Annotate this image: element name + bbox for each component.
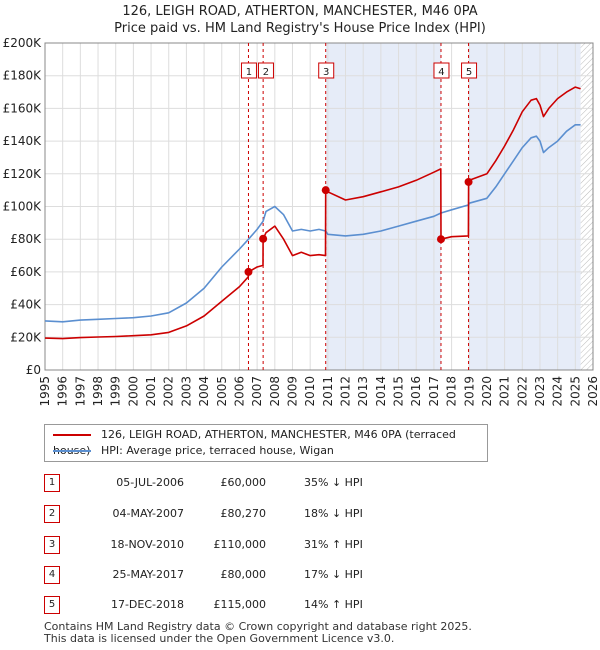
x-tick-label: 2016	[409, 376, 423, 407]
x-tick-label: 2025	[568, 376, 582, 407]
footer-license: This data is licensed under the Open Gov…	[44, 632, 395, 645]
y-tick-label: £40K	[10, 298, 42, 312]
transaction-price: £80,000	[220, 568, 267, 581]
x-tick-label: 2013	[356, 376, 370, 407]
x-tick-label: 2003	[179, 376, 193, 407]
transaction-hpi: 31% ↑ HPI	[304, 538, 363, 551]
transaction-number: 3	[44, 536, 60, 554]
sale-label: 4	[438, 67, 444, 78]
transaction-number: 5	[44, 596, 60, 614]
x-tick-label: 2018	[445, 376, 459, 407]
transaction-date: 25-MAY-2017	[112, 568, 184, 581]
y-tick-label: £180K	[3, 69, 43, 83]
legend-item-property: 126, LEIGH ROAD, ATHERTON, MANCHESTER, M…	[53, 427, 487, 457]
x-tick-label: 2007	[250, 376, 264, 407]
transaction-number: 1	[44, 474, 60, 492]
x-tick-label: 2004	[197, 376, 211, 407]
sale-label: 5	[466, 67, 472, 78]
x-tick-label: 2012	[339, 376, 353, 407]
y-tick-label: £140K	[3, 134, 43, 148]
transaction-date: 05-JUL-2006	[116, 476, 184, 489]
transaction-number: 2	[44, 505, 60, 523]
y-tick-label: £120K	[3, 167, 43, 181]
x-tick-label: 2002	[162, 376, 176, 407]
x-tick-label: 1997	[73, 376, 87, 407]
legend-swatch-hpi	[53, 450, 91, 452]
chart-title: 126, LEIGH ROAD, ATHERTON, MANCHESTER, M…	[122, 4, 478, 19]
x-tick-label: 2015	[392, 376, 406, 407]
x-tick-label: 2011	[321, 376, 335, 407]
sale-point	[436, 235, 445, 244]
transaction-number: 4	[44, 566, 60, 584]
x-tick-label: 2005	[215, 376, 229, 407]
y-tick-label: £100K	[3, 200, 43, 214]
y-tick-label: £0	[26, 363, 41, 377]
transaction-date: 18-NOV-2010	[110, 538, 184, 551]
x-tick-label: 2009	[285, 376, 299, 407]
x-tick-label: 2000	[126, 376, 140, 407]
x-tick-label: 2022	[515, 376, 529, 407]
transaction-price: £110,000	[213, 538, 267, 551]
x-tick-label: 2021	[498, 376, 512, 407]
y-tick-label: £160K	[3, 101, 43, 115]
legend-item-hpi: HPI: Average price, terraced house, Wiga…	[53, 443, 334, 459]
price-chart: £0 £20K £40K £60K £80K £100K £120K £140K £160K £1…	[3, 36, 600, 407]
x-tick-label: 1999	[109, 376, 123, 407]
sale-point	[321, 186, 330, 195]
x-tick-label: 2017	[427, 376, 441, 407]
x-tick-label: 2019	[462, 376, 476, 407]
transaction-date: 04-MAY-2007	[112, 507, 184, 520]
transaction-hpi: 18% ↓ HPI	[304, 507, 363, 520]
chart-subtitle: Price paid vs. HM Land Registry's House …	[114, 21, 486, 36]
transaction-price: £80,270	[220, 507, 267, 520]
transaction-price: £60,000	[220, 476, 267, 489]
x-tick-label: 1995	[38, 376, 52, 407]
transaction-date: 17-DEC-2018	[110, 598, 184, 611]
sale-label: 1	[246, 67, 252, 78]
sale-point	[464, 177, 473, 186]
transaction-hpi: 35% ↓ HPI	[304, 476, 363, 489]
x-tick-label: 2014	[374, 376, 388, 407]
sale-label-box	[461, 62, 478, 79]
sale-label-box	[318, 62, 335, 79]
transaction-price: £115,000	[213, 598, 267, 611]
x-tick-label: 1996	[56, 376, 70, 407]
hpi-line	[44, 124, 581, 323]
footer-copyright: Contains HM Land Registry data © Crown c…	[44, 620, 472, 633]
y-tick-label: £200K	[3, 36, 43, 50]
x-tick-label: 2001	[144, 376, 158, 407]
sale-point	[244, 267, 253, 276]
legend-label-hpi: HPI: Average price, terraced house, Wiga…	[101, 444, 334, 457]
y-tick-label: £60K	[10, 265, 42, 279]
transaction-hpi: 17% ↓ HPI	[304, 568, 363, 581]
plot-border	[44, 42, 594, 371]
sale-label: 2	[263, 67, 269, 78]
sale-label-box	[257, 62, 274, 79]
legend: 126, LEIGH ROAD, ATHERTON, MANCHESTER, M…	[44, 424, 488, 462]
legend-swatch-property	[53, 434, 91, 436]
y-tick-label: £80K	[10, 232, 42, 246]
x-tick-label: 2008	[268, 376, 282, 407]
x-tick-label: 2023	[533, 376, 547, 407]
sale-point	[259, 234, 268, 243]
x-tick-label: 2020	[480, 376, 494, 407]
x-tick-label: 2024	[551, 376, 565, 407]
x-tick-label: 2010	[303, 376, 317, 407]
transaction-hpi: 14% ↑ HPI	[304, 598, 363, 611]
sale-label: 3	[323, 67, 329, 78]
sale-label-box	[240, 62, 257, 79]
x-tick-label: 2026	[586, 376, 600, 407]
x-tick-label: 1998	[91, 376, 105, 407]
x-tick-label: 2006	[232, 376, 246, 407]
sale-label-box	[433, 62, 450, 79]
y-tick-label: £20K	[10, 330, 42, 344]
